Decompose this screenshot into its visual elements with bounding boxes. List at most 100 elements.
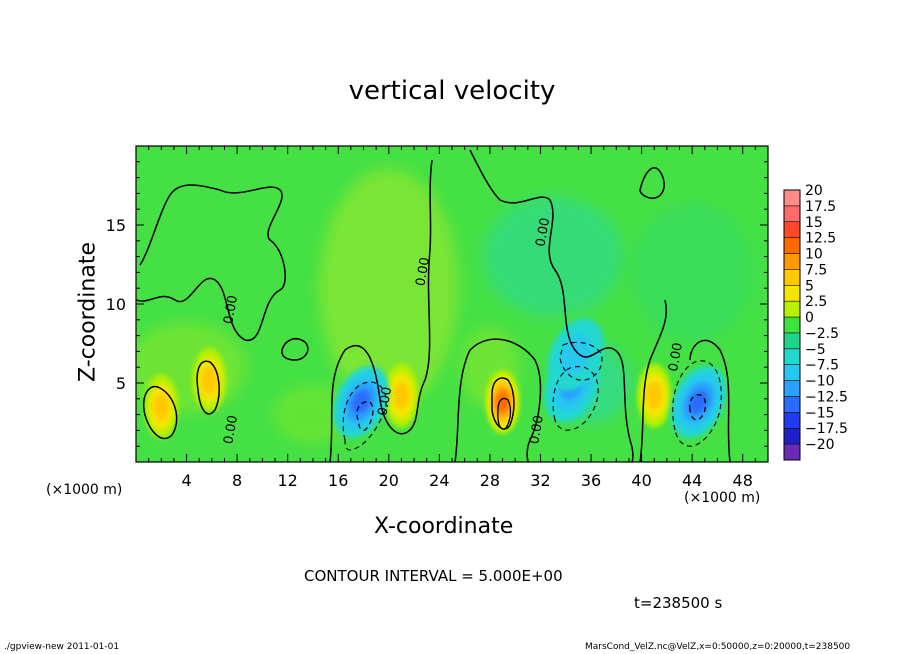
x-tick-label-8: 8 — [232, 471, 242, 490]
colorbar-swatch-7 — [784, 301, 800, 318]
colorbar-label-9: −2.5 — [805, 326, 839, 342]
updraft-4 — [637, 363, 672, 428]
negative-contour-0 — [342, 381, 387, 451]
contour-label-3: 0.00 — [413, 256, 433, 287]
inner-contour-2 — [689, 394, 707, 421]
x-axis-unit-right: (×1000 m) — [684, 490, 761, 506]
x-axis-unit-left: (×1000 m) — [46, 482, 123, 498]
field-tint-2 — [483, 196, 624, 317]
y-tick-label-15: 15 — [106, 216, 126, 235]
contour-label-6: 0.00 — [666, 342, 686, 373]
footer-right: MarsCond_VelZ.nc@VelZ,x=0:50000,z=0:2000… — [585, 642, 851, 652]
y-tick-label-5: 5 — [116, 374, 126, 393]
zero-contour-9 — [196, 360, 220, 415]
zero-contour-10 — [491, 377, 515, 430]
x-tick-label-12: 12 — [278, 471, 298, 490]
x-axis-label: X-coordinate — [374, 514, 514, 539]
negative-contour-1 — [552, 366, 599, 431]
x-tick-label-48: 48 — [733, 471, 753, 490]
x-tick-label-4: 4 — [181, 471, 191, 490]
colorbar-label-0: 20 — [805, 183, 823, 199]
colorbar-swatch-8 — [784, 317, 800, 333]
x-tick-label-36: 36 — [581, 471, 601, 490]
colorbar-swatch-11 — [784, 364, 800, 381]
downdraft-8 — [548, 318, 604, 391]
downdraft-7 — [670, 365, 727, 438]
field-features — [136, 168, 753, 445]
x-tick-label-32: 32 — [530, 471, 550, 490]
colorbar-label-13: −12.5 — [805, 389, 848, 405]
y-axis: 5 10 15 — [106, 161, 768, 447]
footer-left: ./gpview-new 2011-01-01 — [4, 642, 120, 652]
negative-contour-2 — [672, 360, 722, 447]
colorbar-swatch-4 — [784, 253, 800, 270]
colorbar-swatch-0 — [784, 190, 800, 206]
negative-contour-3 — [559, 341, 603, 381]
y-tick-label-10: 10 — [106, 295, 126, 314]
zero-contour-8 — [143, 385, 178, 440]
zero-contour-2 — [454, 338, 542, 462]
field-tint-4 — [632, 202, 753, 343]
colorbar-label-12: −10 — [805, 374, 835, 390]
colorbar-label-15: −17.5 — [805, 421, 848, 437]
colorbar-swatch-9 — [784, 332, 800, 349]
colorbar-swatch-1 — [784, 205, 800, 222]
colorbar-label-14: −15 — [805, 405, 835, 421]
contour-labels: 0.00 0.00 0.00 0.00 0.00 0.00 0.00 — [221, 217, 686, 446]
contour-label-5: 0.00 — [533, 217, 553, 248]
zero-contour-5 — [689, 339, 731, 462]
colorbar-swatch-10 — [784, 348, 800, 365]
colorbar-swatch-6 — [784, 285, 800, 302]
colorbar-label-10: −5 — [805, 342, 826, 358]
colorbar-label-11: −7.5 — [805, 358, 839, 374]
contour-label-1: 0.00 — [221, 294, 241, 325]
zero-contour-1 — [329, 159, 433, 462]
colorbar-label-4: 10 — [805, 247, 823, 263]
zero-contour-7 — [281, 338, 309, 361]
contour-label-2: 0.00 — [375, 386, 395, 417]
zero-contour-3 — [469, 149, 634, 462]
colorbar-swatch-15 — [784, 428, 800, 445]
inner-contour-0 — [497, 397, 512, 430]
contour-label-0: 0.00 — [221, 414, 241, 445]
colorbar-label-7: 2.5 — [805, 294, 827, 310]
colorbar-label-5: 7.5 — [805, 262, 827, 278]
chart-title: vertical velocity — [348, 76, 556, 106]
x-tick-label-20: 20 — [379, 471, 399, 490]
contour-label-4: 0.00 — [527, 414, 547, 445]
field-tint-0 — [318, 168, 459, 409]
colorbar-label-16: −20 — [805, 437, 835, 453]
colorbar-swatch-12 — [784, 380, 800, 397]
y-axis-label: Z-coordinate — [75, 242, 101, 382]
colorbar-swatch-5 — [784, 269, 800, 286]
zero-contour-6 — [639, 167, 665, 199]
colorbar: 2017.51512.5107.552.50−2.5−5−7.5−10−12.5… — [783, 183, 848, 461]
colorbar-label-6: 5 — [805, 278, 814, 294]
colorbar-label-3: 12.5 — [805, 231, 836, 247]
zero-contours — [136, 149, 731, 462]
colorbar-label-8: 0 — [805, 310, 814, 326]
x-tick-label-28: 28 — [480, 471, 500, 490]
colorbar-label-1: 17.5 — [805, 199, 836, 215]
updraft-0 — [144, 374, 179, 439]
inner-contour-1 — [356, 401, 374, 432]
x-tick-label-40: 40 — [631, 471, 651, 490]
colorbar-swatch-13 — [784, 396, 800, 413]
x-tick-label-16: 16 — [328, 471, 348, 490]
x-tick-label-24: 24 — [429, 471, 449, 490]
colorbar-label-2: 15 — [805, 215, 823, 231]
colorbar-swatch-3 — [784, 237, 800, 254]
field-tint-6 — [272, 384, 353, 445]
downdraft-5 — [333, 365, 389, 438]
colorbar-swatch-2 — [784, 221, 800, 238]
colorbar-swatch-14 — [784, 412, 800, 429]
zero-contour-0 — [136, 184, 286, 341]
contour-interval-note: CONTOUR INTERVAL = 5.000E+00 — [304, 567, 563, 585]
updraft-2 — [384, 363, 419, 428]
zero-contour-4 — [639, 299, 668, 462]
x-axis: 4 8 12 16 20 24 28 32 36 40 44 48 — [148, 146, 756, 490]
colorbar-swatch-16 — [784, 444, 800, 460]
time-label: t=238500 s — [634, 594, 723, 612]
x-tick-label-44: 44 — [682, 471, 702, 490]
